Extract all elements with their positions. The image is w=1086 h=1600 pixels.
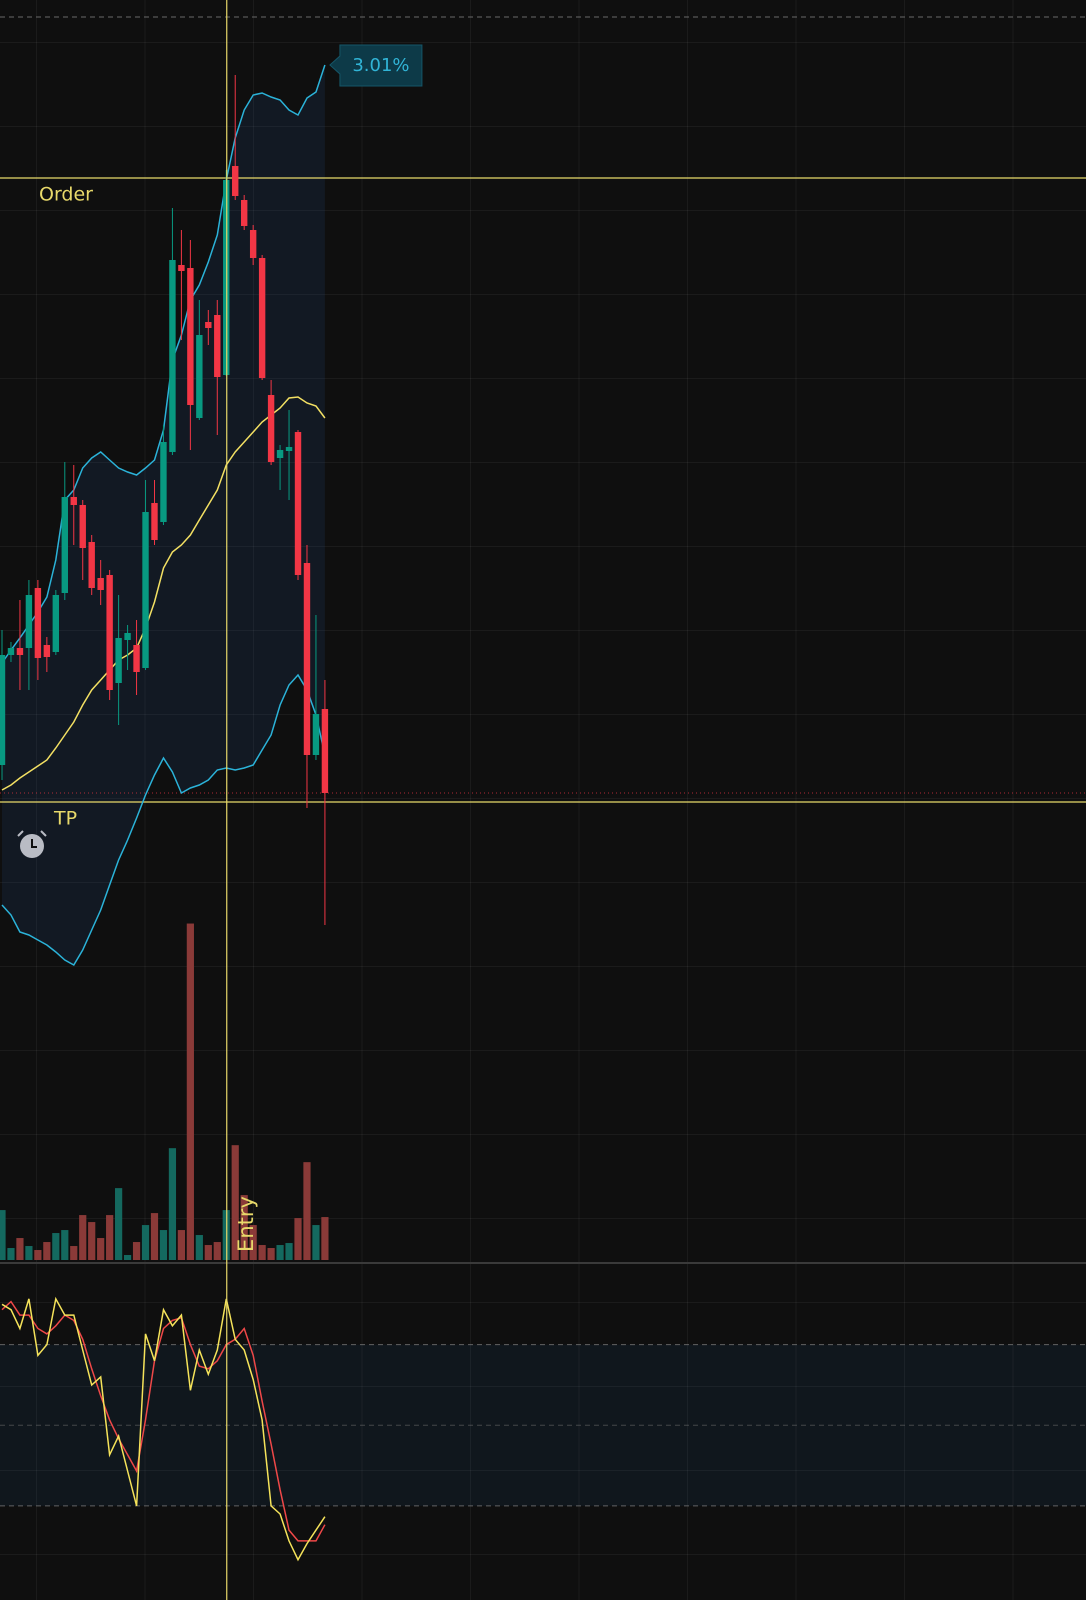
volume-bar bbox=[204, 1245, 212, 1260]
volume-bar bbox=[285, 1243, 293, 1260]
volume-bar bbox=[88, 1222, 96, 1260]
volume-bar bbox=[321, 1217, 329, 1260]
change-label: 3.01% bbox=[352, 55, 409, 76]
bollinger-lower bbox=[1, 673, 326, 967]
volume-bar bbox=[70, 1246, 78, 1260]
candle-body bbox=[79, 505, 86, 548]
volume-bar bbox=[0, 1210, 6, 1260]
candle-body bbox=[115, 638, 122, 683]
volume-bar bbox=[249, 1225, 257, 1260]
candle-body bbox=[205, 322, 212, 328]
volume-bar bbox=[61, 1230, 69, 1260]
candle-body bbox=[0, 655, 6, 765]
candle-body bbox=[294, 432, 302, 575]
price-line-label: TP bbox=[53, 808, 77, 830]
stoch-line bbox=[1, 1296, 326, 1562]
candle-body bbox=[34, 588, 42, 658]
candle-body bbox=[151, 503, 158, 540]
candle-body bbox=[61, 497, 68, 593]
candle-body bbox=[124, 633, 131, 640]
volume-bar bbox=[106, 1215, 114, 1260]
candle-body bbox=[312, 714, 320, 755]
alarm-icon bbox=[17, 830, 47, 858]
candle-body bbox=[240, 200, 248, 226]
volume-bar bbox=[132, 1242, 141, 1260]
candle-body bbox=[321, 709, 329, 793]
candle-body bbox=[160, 442, 167, 522]
volume-bar bbox=[294, 1218, 302, 1260]
candle-body bbox=[196, 335, 203, 418]
candle-body bbox=[97, 578, 104, 590]
volume-bar bbox=[79, 1215, 87, 1260]
volume-bar bbox=[34, 1250, 42, 1260]
candle-body bbox=[106, 575, 113, 690]
entry-label: Entry bbox=[234, 1196, 258, 1252]
candle-body bbox=[249, 230, 257, 258]
change-label-box bbox=[329, 44, 423, 87]
stoch-line bbox=[1, 1300, 326, 1542]
candle-body bbox=[142, 512, 149, 668]
volume-bar bbox=[97, 1238, 105, 1260]
volume-bar bbox=[7, 1248, 15, 1260]
volume-bar bbox=[25, 1246, 33, 1260]
volume-bar bbox=[159, 1230, 168, 1260]
volume-bar bbox=[240, 1195, 248, 1260]
candle-body bbox=[187, 268, 194, 405]
volume-bar bbox=[267, 1248, 275, 1260]
volume-bar bbox=[168, 1148, 177, 1260]
candle-body bbox=[267, 395, 275, 462]
candle-body bbox=[178, 265, 185, 271]
candle-body bbox=[276, 450, 284, 458]
volume-bar bbox=[195, 1235, 203, 1260]
volume-bar bbox=[303, 1162, 311, 1260]
volume-bar bbox=[186, 923, 194, 1260]
candle-body bbox=[303, 563, 311, 755]
volume-bar bbox=[276, 1245, 284, 1260]
volume-bar bbox=[52, 1233, 60, 1260]
candle-body bbox=[258, 258, 266, 378]
volume-bar bbox=[177, 1230, 185, 1260]
candle-body bbox=[169, 260, 176, 452]
volume-bar bbox=[231, 1145, 239, 1260]
candle-body bbox=[133, 645, 140, 672]
volume-bar bbox=[312, 1225, 320, 1260]
volume-bar bbox=[16, 1238, 24, 1260]
candle-body bbox=[52, 595, 60, 652]
volume-bar bbox=[43, 1242, 51, 1260]
volume-bar bbox=[150, 1213, 159, 1260]
volume-bar bbox=[141, 1225, 150, 1260]
candle-body bbox=[25, 595, 33, 648]
price-line-label: Order bbox=[39, 184, 93, 206]
volume-bar bbox=[115, 1188, 123, 1260]
volume-bar bbox=[123, 1255, 132, 1260]
candle-body bbox=[70, 497, 77, 505]
volume-bar bbox=[213, 1242, 221, 1260]
candle-body bbox=[285, 447, 293, 451]
candle-body bbox=[214, 315, 221, 377]
candle-body bbox=[232, 166, 239, 196]
candle-body bbox=[88, 542, 95, 588]
candle-body bbox=[16, 648, 24, 655]
volume-bar bbox=[258, 1245, 266, 1260]
candle-body bbox=[7, 648, 15, 655]
candle-body bbox=[43, 645, 51, 657]
